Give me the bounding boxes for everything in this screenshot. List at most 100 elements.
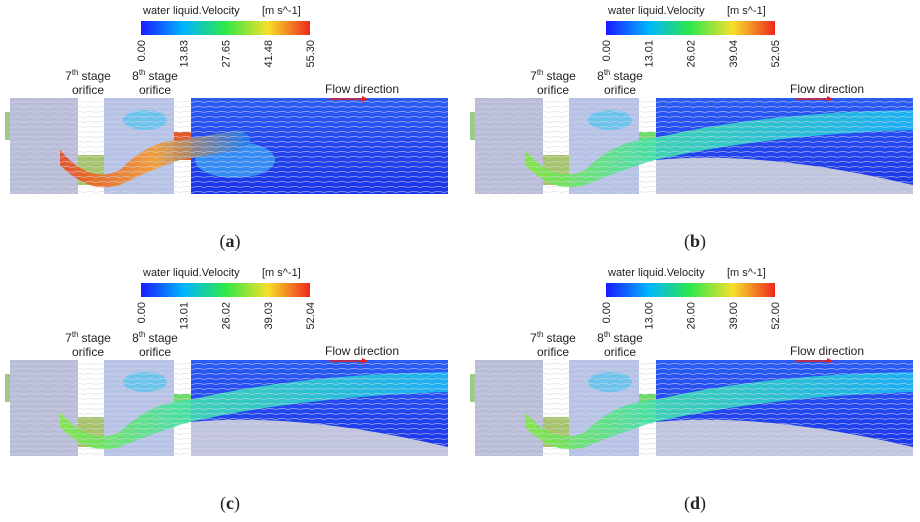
caption-part: ( bbox=[220, 493, 226, 514]
flow-arrowhead bbox=[362, 358, 368, 364]
caption-part: ( bbox=[220, 231, 226, 252]
colorbar-tick-label: 39.04 bbox=[728, 40, 740, 68]
colorbar-tick-label: 52.00 bbox=[770, 302, 782, 330]
caption-part: ) bbox=[700, 231, 706, 252]
panel: water liquid.Velocity [m s^-1] 0.00 13.83 27… bbox=[5, 5, 448, 252]
orifice-label-part: th bbox=[537, 68, 544, 77]
caption-letter: b bbox=[690, 231, 700, 251]
colorbar-title: water liquid.Velocity bbox=[607, 5, 705, 17]
orifice-label-part: th bbox=[604, 330, 611, 339]
caption: (d) bbox=[684, 493, 706, 514]
panel: water liquid.Velocity [m s^-1] 0.00 13.01 26… bbox=[5, 267, 448, 514]
orifice-label: 7th stage bbox=[65, 68, 111, 83]
flow-direction-label: Flow direction bbox=[790, 82, 864, 96]
colorbar bbox=[606, 21, 775, 35]
orifice-label: 7th stage bbox=[530, 68, 576, 83]
orifice-label-part: th bbox=[72, 68, 79, 77]
colorbar-tick-label: 13.01 bbox=[178, 302, 190, 330]
colorbar-tick-label: 0.00 bbox=[601, 302, 613, 323]
colorbar-tick-label: 0.00 bbox=[601, 40, 613, 61]
colorbar-title: water liquid.Velocity bbox=[142, 5, 240, 17]
orifice-label-line2: orifice bbox=[139, 345, 171, 359]
colorbar-tick-label: 13.01 bbox=[643, 40, 655, 68]
orifice-label-part: stage bbox=[614, 69, 644, 83]
colorbar-tick-label: 0.00 bbox=[136, 302, 148, 323]
colorbar-tick-label: 13.00 bbox=[643, 302, 655, 330]
flow-arrowhead bbox=[827, 96, 833, 102]
orifice-label: 8th stage bbox=[597, 330, 643, 345]
flow-direction-label: Flow direction bbox=[325, 82, 399, 96]
streamlines bbox=[475, 360, 913, 456]
orifice-label-line2: orifice bbox=[72, 345, 104, 359]
colorbar bbox=[141, 283, 310, 297]
caption-part: ) bbox=[700, 493, 706, 514]
streamlines bbox=[10, 360, 448, 456]
orifice-label-part: th bbox=[537, 330, 544, 339]
orifice-label-part: stage bbox=[614, 331, 644, 345]
orifice-label: 7th stage bbox=[530, 330, 576, 345]
colorbar-unit: [m s^-1] bbox=[262, 267, 301, 279]
colorbar-tick-label: 52.04 bbox=[305, 302, 317, 330]
orifice-label-line2: orifice bbox=[537, 83, 569, 97]
orifice-label-part: stage bbox=[547, 69, 577, 83]
orifice-label-part: th bbox=[72, 330, 79, 339]
colorbar bbox=[141, 21, 310, 35]
orifice-label-part: 7 bbox=[530, 331, 537, 345]
colorbar-tick-label: 39.00 bbox=[728, 302, 740, 330]
cfd-domain bbox=[5, 360, 448, 456]
orifice-label-line2: orifice bbox=[72, 83, 104, 97]
orifice-label: 8th stage bbox=[597, 68, 643, 83]
colorbar-title: water liquid.Velocity bbox=[142, 267, 240, 279]
orifice-label-part: 7 bbox=[65, 69, 72, 83]
caption: (b) bbox=[684, 231, 706, 252]
panel: water liquid.Velocity [m s^-1] 0.00 13.00 26… bbox=[470, 267, 913, 514]
orifice-label-part: stage bbox=[149, 331, 179, 345]
orifice-label-line2: orifice bbox=[537, 345, 569, 359]
colorbar-tick-label: 39.03 bbox=[263, 302, 275, 330]
colorbar-tick-label: 55.30 bbox=[305, 40, 317, 68]
colorbar-tick-label: 52.05 bbox=[770, 40, 782, 68]
orifice-label-line2: orifice bbox=[604, 345, 636, 359]
caption: (a) bbox=[220, 231, 241, 252]
colorbar-tick-label: 26.00 bbox=[686, 302, 698, 330]
flow-direction-label: Flow direction bbox=[790, 344, 864, 358]
colorbar-tick-label: 26.02 bbox=[221, 302, 233, 330]
orifice-label-line2: orifice bbox=[604, 83, 636, 97]
colorbar-unit: [m s^-1] bbox=[727, 5, 766, 17]
orifice-label-part: 8 bbox=[132, 69, 139, 83]
orifice-label-part: 8 bbox=[597, 331, 604, 345]
caption-part: ( bbox=[684, 493, 690, 514]
caption-letter: d bbox=[690, 493, 700, 513]
orifice-label: 8th stage bbox=[132, 68, 178, 83]
streamlines bbox=[10, 98, 448, 194]
orifice-label-part: th bbox=[139, 330, 146, 339]
orifice-label-part: stage bbox=[82, 331, 112, 345]
streamlines bbox=[475, 98, 913, 194]
caption-part: ) bbox=[235, 231, 241, 252]
panel: water liquid.Velocity [m s^-1] 0.00 13.01 26… bbox=[470, 5, 913, 252]
cfd-domain bbox=[5, 98, 448, 194]
orifice-label: 8th stage bbox=[132, 330, 178, 345]
caption-part: ) bbox=[234, 493, 240, 514]
orifice-label-part: th bbox=[604, 68, 611, 77]
orifice-label-part: 8 bbox=[132, 331, 139, 345]
colorbar-unit: [m s^-1] bbox=[262, 5, 301, 17]
orifice-label-part: stage bbox=[149, 69, 179, 83]
orifice-label-part: th bbox=[139, 68, 146, 77]
caption-letter: a bbox=[226, 231, 235, 251]
flow-arrowhead bbox=[827, 358, 833, 364]
orifice-label-part: 7 bbox=[65, 331, 72, 345]
orifice-label: 7th stage bbox=[65, 330, 111, 345]
colorbar-tick-label: 27.65 bbox=[221, 40, 233, 68]
cfd-domain bbox=[470, 360, 913, 456]
orifice-label-part: stage bbox=[547, 331, 577, 345]
caption-part: ( bbox=[684, 231, 690, 252]
orifice-label-line2: orifice bbox=[139, 83, 171, 97]
orifice-label-part: stage bbox=[82, 69, 112, 83]
colorbar-unit: [m s^-1] bbox=[727, 267, 766, 279]
colorbar-title: water liquid.Velocity bbox=[607, 267, 705, 279]
orifice-label-part: 7 bbox=[530, 69, 537, 83]
colorbar-tick-label: 26.02 bbox=[686, 40, 698, 68]
colorbar-tick-label: 13.83 bbox=[178, 40, 190, 68]
